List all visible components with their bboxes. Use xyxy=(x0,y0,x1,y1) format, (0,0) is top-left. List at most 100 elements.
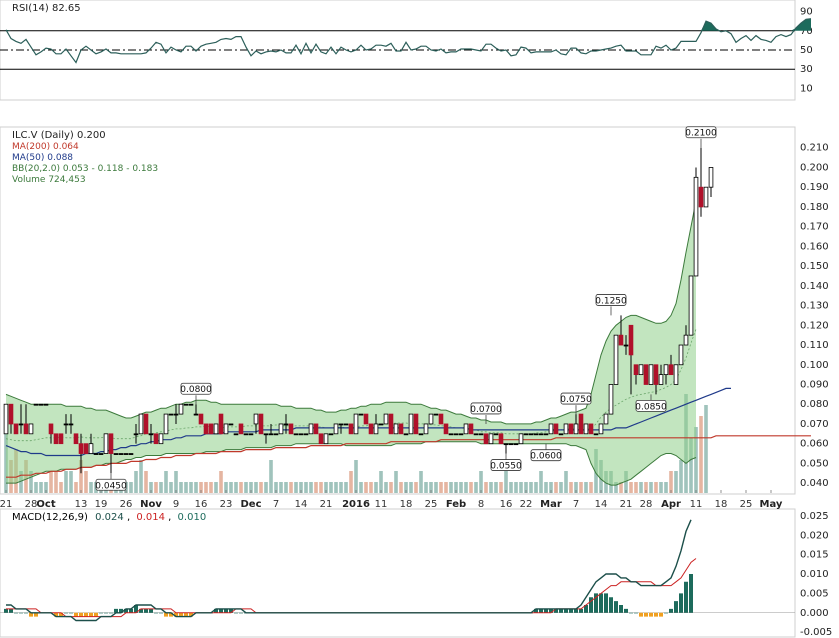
volume-bar xyxy=(664,482,668,493)
price-tick-label: 0.130 xyxy=(800,301,829,312)
volume-bar xyxy=(149,482,153,493)
candle-body xyxy=(203,423,209,435)
volume-bar xyxy=(469,482,473,493)
price-tick-label: 0.100 xyxy=(800,360,829,371)
candle-body xyxy=(503,443,509,446)
volume-bar xyxy=(689,438,693,493)
candle-body xyxy=(3,403,9,435)
macd-histogram-bar xyxy=(214,608,218,613)
volume-bar xyxy=(654,482,658,493)
bollinger-lower-line xyxy=(6,441,697,486)
macd-histogram-bar xyxy=(139,608,143,613)
volume-bar xyxy=(324,482,328,493)
rsi-panel: 90 70 50 30 10 xyxy=(0,7,813,94)
volume-bar xyxy=(489,482,493,493)
candle-body xyxy=(33,403,39,406)
volume-bar xyxy=(409,482,413,493)
volume-bar xyxy=(504,471,508,493)
volume-bar xyxy=(624,471,628,493)
macd-tick-label: 0.010 xyxy=(800,569,829,580)
macd-histogram-bar xyxy=(644,612,648,617)
volume-bar xyxy=(249,482,253,493)
candle-body xyxy=(543,433,549,436)
macd-histogram-bar xyxy=(674,601,678,613)
candle-body xyxy=(513,443,519,446)
macd-histogram-bar xyxy=(669,608,673,613)
x-tick-label: 13 xyxy=(75,499,88,510)
volume-bar xyxy=(439,482,443,493)
macd-legend-hist: 0.010 xyxy=(178,512,207,523)
volume-bar xyxy=(204,482,208,493)
x-tick-label: 28 xyxy=(25,499,38,510)
candle-body xyxy=(233,433,239,436)
volume-bar xyxy=(334,482,338,493)
candle-body xyxy=(703,186,709,208)
volume-bar xyxy=(319,482,323,493)
macd-histogram-bar xyxy=(79,612,83,617)
candle-body xyxy=(148,433,154,436)
volume-bar xyxy=(669,471,673,493)
x-tick-label: 25 xyxy=(740,499,753,510)
x-tick-label: 2016 xyxy=(342,499,370,510)
callout-box xyxy=(685,126,717,139)
price-tick-label: 0.180 xyxy=(800,202,829,213)
x-tick-label: 25 xyxy=(425,499,438,510)
callout-label: 0.0600 xyxy=(530,452,562,462)
candle-body xyxy=(303,433,309,436)
candle-body xyxy=(43,403,49,406)
x-tick-label: 11 xyxy=(690,499,703,510)
volume-bar xyxy=(229,482,233,493)
candle-body xyxy=(353,413,359,435)
candle-body xyxy=(123,453,129,455)
volume-bar xyxy=(474,482,478,493)
macd-histogram-bar xyxy=(689,574,693,613)
price-tick-label: 0.070 xyxy=(800,419,829,430)
candle-body xyxy=(308,423,314,435)
macd-histogram-bar xyxy=(24,612,28,614)
price-panel: 0.210 0.200 0.190 0.180 0.170 0.160 0.150 0.140… xyxy=(0,126,829,510)
macd-histogram-bar xyxy=(579,608,583,613)
x-tick-label: 7 xyxy=(273,499,279,510)
macd-histogram-bar xyxy=(554,608,558,613)
candle-body xyxy=(163,413,169,435)
macd-histogram-bar xyxy=(9,608,13,613)
candle-body xyxy=(193,413,199,416)
volume-bar xyxy=(369,482,373,493)
bollinger-band-fill xyxy=(6,201,696,486)
candle-body xyxy=(693,176,699,277)
x-tick-label: 23 xyxy=(220,499,233,510)
candle-body xyxy=(13,423,19,435)
macd-histogram-bar xyxy=(614,601,618,613)
volume-bar xyxy=(494,482,498,493)
volume-bar xyxy=(514,482,518,493)
candle-body xyxy=(73,433,79,445)
candle-body xyxy=(143,413,149,435)
volume-bar xyxy=(539,471,543,493)
macd-histogram-bar xyxy=(159,612,163,614)
volume-bar xyxy=(499,482,503,493)
macd-histogram-bar xyxy=(664,612,668,614)
macd-tick-label: 0.015 xyxy=(800,550,829,561)
candle-body xyxy=(488,433,494,445)
macd-histogram-bar xyxy=(74,612,78,617)
price-tick-label: 0.110 xyxy=(800,340,829,351)
x-tick-label: 28 xyxy=(640,499,653,510)
candle-body xyxy=(78,443,84,454)
macd-histogram-bar xyxy=(134,605,138,613)
macd-histogram-bar xyxy=(574,608,578,613)
volume-bar xyxy=(349,471,353,493)
volume-bar xyxy=(34,482,38,493)
candle-body xyxy=(68,423,74,426)
volume-bar xyxy=(54,471,58,493)
candle-body xyxy=(268,433,274,436)
macd-histogram-bar xyxy=(84,612,88,617)
macd-histogram-bar xyxy=(144,608,148,613)
candle-body xyxy=(653,364,659,385)
callout-label: 0.0550 xyxy=(490,462,522,472)
x-tick-label: Feb xyxy=(446,499,466,510)
candle-body xyxy=(358,413,364,416)
candle-body xyxy=(348,423,354,435)
macd-histogram-bar xyxy=(559,608,563,613)
volume-bar xyxy=(704,405,708,493)
